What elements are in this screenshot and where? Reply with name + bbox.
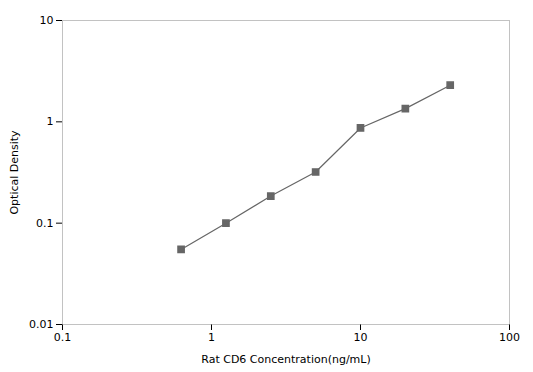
svg-text:1: 1 <box>208 331 215 344</box>
svg-text:Optical Density: Optical Density <box>8 130 21 215</box>
svg-text:1: 1 <box>47 115 54 128</box>
svg-text:10: 10 <box>354 331 368 344</box>
svg-text:0.1: 0.1 <box>54 331 72 344</box>
svg-text:0.1: 0.1 <box>36 217 54 230</box>
svg-text:Rat CD6 Concentration(ng/mL): Rat CD6 Concentration(ng/mL) <box>201 353 371 366</box>
svg-text:10: 10 <box>40 14 54 27</box>
svg-text:0.01: 0.01 <box>29 318 54 331</box>
svg-text:100: 100 <box>499 331 520 344</box>
